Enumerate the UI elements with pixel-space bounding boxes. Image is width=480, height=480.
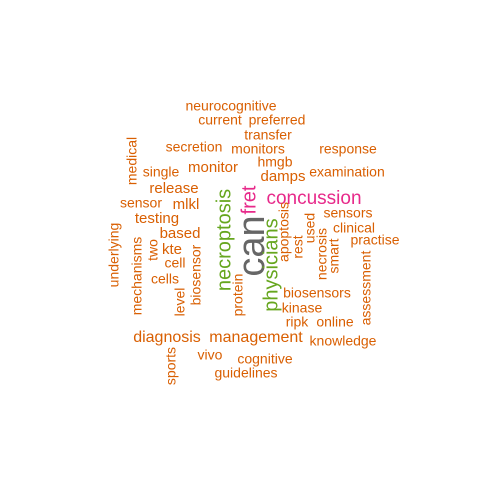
word-apoptosis: apoptosis <box>276 202 292 262</box>
word-level: level <box>172 288 188 317</box>
word-secretion: secretion <box>166 139 223 155</box>
word-necrosis: necrosis <box>314 228 330 280</box>
word-rest: rest <box>290 235 306 258</box>
word-sensor: sensor <box>120 195 162 211</box>
word-protein: protein <box>230 274 246 317</box>
word-physicians: physicians <box>260 218 282 311</box>
word-can: can <box>231 215 273 276</box>
word-cell: cell <box>164 255 185 271</box>
word-necroptosis: necroptosis <box>213 189 235 291</box>
word-two: two <box>145 239 161 261</box>
word-clinical: clinical <box>333 220 375 236</box>
word-management: management <box>209 329 303 346</box>
word-cognitive: cognitive <box>237 351 292 367</box>
word-hmgb: hmgb <box>257 154 292 170</box>
word-assessment: assessment <box>358 251 374 326</box>
word-neurocognitive: neurocognitive <box>185 98 276 114</box>
word-single: single <box>143 164 180 180</box>
word-ripk: ripk <box>286 314 310 330</box>
word-sports: sports <box>163 347 179 385</box>
word-vivo: vivo <box>198 347 223 363</box>
word-smart: smart <box>326 238 342 273</box>
word-guidelines: guidelines <box>214 365 277 381</box>
word-practise: practise <box>350 232 399 248</box>
word-used: used <box>302 213 318 243</box>
word-testing: testing <box>135 210 179 227</box>
word-underlying: underlying <box>106 223 122 288</box>
word-examination: examination <box>309 164 385 180</box>
word-medical: medical <box>124 137 140 185</box>
word-online: online <box>316 314 354 330</box>
word-mechanisms: mechanisms <box>129 237 145 316</box>
word-biosensors: biosensors <box>283 285 351 301</box>
word-knowledge: knowledge <box>310 333 377 349</box>
word-transfer: transfer <box>244 127 292 143</box>
word-current: current <box>198 112 242 128</box>
word-response: response <box>319 141 377 157</box>
word-kinase: kinase <box>282 300 323 316</box>
word-diagnosis: diagnosis <box>133 329 201 346</box>
word-mlkl: mlkl <box>173 196 200 213</box>
word-concussion: concussion <box>266 188 361 209</box>
word-monitor: monitor <box>188 159 238 176</box>
word-preferred: preferred <box>249 112 306 128</box>
word-based: based <box>160 225 201 242</box>
word-damps: damps <box>260 168 305 185</box>
word-release: release <box>149 180 198 197</box>
word-cells: cells <box>151 271 179 287</box>
word-biosensor: biosensor <box>188 244 204 305</box>
word-kte: kte <box>162 241 182 258</box>
word-monitors: monitors <box>231 141 285 157</box>
word-sensors: sensors <box>323 205 372 221</box>
word-fret: fret <box>238 185 260 214</box>
